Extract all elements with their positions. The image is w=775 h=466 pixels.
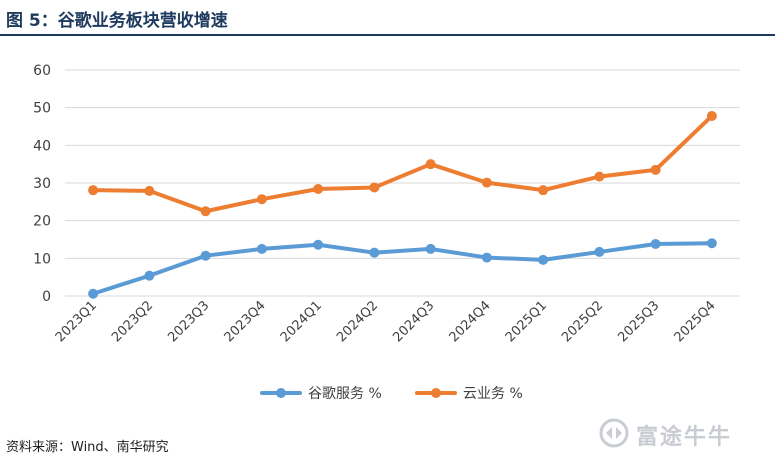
source-note: 资料来源：Wind、南华研究	[6, 440, 169, 455]
data-point	[425, 159, 436, 170]
data-point	[144, 185, 155, 196]
series-line-1	[91, 241, 714, 296]
data-point	[538, 185, 549, 196]
data-point	[256, 194, 267, 205]
data-point	[88, 288, 99, 299]
legend: 谷歌服务 % 云业务 %	[260, 386, 523, 402]
x-tick-label: 2023Q3	[165, 298, 212, 345]
y-tick-label: 50	[33, 101, 51, 117]
data-point	[538, 254, 549, 265]
x-tick-label: 2024Q4	[447, 298, 494, 345]
watermark-logo-icon	[599, 418, 629, 448]
data-point	[369, 247, 380, 258]
x-tick-label: 2023Q2	[109, 298, 156, 345]
data-point	[200, 206, 211, 217]
x-tick-label: 2024Q3	[390, 298, 437, 345]
data-point	[88, 185, 99, 196]
x-tick-label: 2024Q2	[334, 298, 381, 345]
x-tick-label: 2025Q2	[559, 298, 606, 345]
data-point	[313, 239, 324, 250]
data-point	[594, 246, 605, 257]
y-tick-label: 0	[42, 289, 51, 305]
series-line-2	[91, 113, 714, 214]
x-tick-label: 2025Q3	[615, 298, 662, 345]
data-point	[369, 182, 380, 193]
data-point	[706, 238, 717, 249]
data-point	[313, 184, 324, 195]
legend-label: 云业务 %	[463, 386, 523, 402]
data-point	[256, 243, 267, 254]
watermark: 富途牛牛	[598, 416, 768, 450]
data-point	[594, 171, 605, 182]
figure-header: 图 5：谷歌业务板块营收增速	[0, 0, 775, 36]
x-tick-label: 2024Q1	[278, 298, 325, 345]
data-point	[144, 270, 155, 281]
data-point	[481, 252, 492, 263]
legend-label: 谷歌服务 %	[308, 386, 382, 402]
x-tick-label: 2025Q1	[503, 298, 550, 345]
data-point	[650, 239, 661, 250]
series-lines	[88, 110, 717, 299]
y-tick-label: 10	[33, 251, 51, 267]
legend-marker	[431, 388, 441, 398]
y-tick-label: 40	[33, 138, 51, 154]
data-point	[425, 243, 436, 254]
x-axis: 2023Q1 2023Q2 2023Q3 2023Q4 2024Q1 2024Q2 2024…	[53, 298, 719, 345]
figure-title: 图 5：谷歌业务板块营收增速	[6, 11, 228, 31]
y-axis: 0 10 20 30 40 50 60	[33, 63, 51, 305]
legend-marker	[276, 388, 286, 398]
x-tick-label: 2023Q1	[53, 298, 100, 345]
y-tick-label: 60	[33, 63, 51, 79]
x-tick-label: 2025Q4	[672, 298, 719, 345]
watermark-text: 富途牛牛	[636, 425, 733, 450]
data-point	[200, 250, 211, 261]
y-tick-label: 20	[33, 214, 51, 230]
data-point	[650, 164, 661, 175]
data-point	[481, 177, 492, 188]
x-tick-label: 2023Q4	[222, 298, 269, 345]
y-tick-label: 30	[33, 176, 51, 192]
data-point	[706, 110, 717, 121]
gridlines	[65, 69, 740, 297]
